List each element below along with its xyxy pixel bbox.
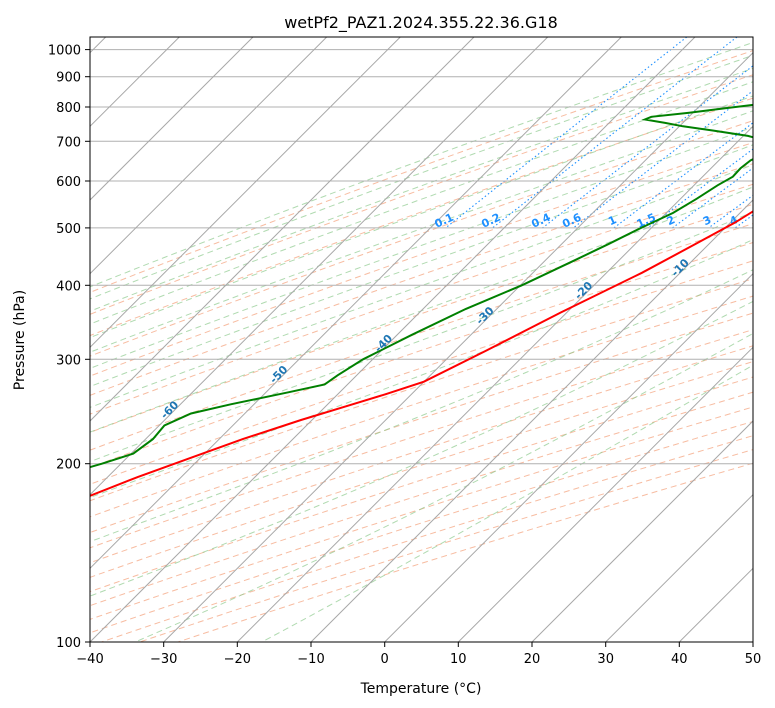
isotherm-line: [310, 199, 753, 642]
moist-adiabat-line: [90, 144, 753, 388]
dry-adiabat-line: [90, 312, 753, 534]
isotherm-line: [90, 37, 622, 570]
y-tick-label: 500: [56, 222, 81, 237]
moist-adiabat-line: [90, 239, 753, 499]
x-tick-label: 0: [381, 652, 389, 667]
y-axis: 100 200 300 400 500 600 700 800 900 1000: [48, 44, 90, 651]
x-tick-label: −10: [297, 652, 324, 667]
y-tick-label: 400: [56, 279, 81, 294]
y-tick-label: 800: [56, 101, 81, 116]
isotherm-line: [90, 37, 475, 422]
isotherm-line: [90, 37, 254, 201]
isotherms: [90, 37, 753, 642]
dry-adiabat-line: [90, 329, 753, 549]
x-tick-label: 40: [671, 652, 688, 667]
moist-adiabat-line: [90, 81, 753, 325]
isotherm-line: [90, 37, 328, 275]
profile-series: [90, 103, 753, 497]
isotherm-line: [384, 272, 753, 642]
isotherm-line: [457, 346, 753, 642]
y-tick-label: 900: [56, 71, 81, 86]
y-tick-label: 600: [56, 175, 81, 190]
x-tick-label: −20: [224, 652, 251, 667]
x-tick-label: 50: [745, 652, 762, 667]
dry-adiabat-line: [90, 391, 753, 607]
y-axis-title: Pressure (hPa): [12, 290, 28, 390]
x-tick-label: 30: [597, 652, 614, 667]
x-tick-label: 20: [524, 652, 541, 667]
isotherm-line: [531, 420, 753, 642]
mixing-ratio-line: [613, 122, 753, 229]
dry-adiabat-line: [90, 163, 753, 396]
dry-adiabat-line: [90, 183, 753, 415]
dry-adiabat-line: [90, 420, 753, 634]
mixing-ratio-line: [445, 37, 688, 229]
dry-adiabat-line: [90, 295, 753, 518]
isotherm-line: [90, 37, 401, 349]
x-tick-label: 10: [450, 652, 467, 667]
chart-title: wetPf2_PAZ1.2024.355.22.36.G18: [284, 13, 558, 33]
y-tick-label: 700: [56, 135, 81, 150]
isotherm-line: [163, 51, 753, 642]
temperature-profile-line: [90, 210, 753, 497]
x-axis: −40 −30 −20 −10 0 10 20 30 40 50: [76, 642, 761, 667]
dry-adiabat-line: [90, 406, 753, 620]
dry-adiabat-line: [90, 142, 753, 377]
isotherm-line: [90, 37, 696, 642]
moist-adiabat-line: [90, 126, 753, 369]
plot-frame: [89, 36, 754, 643]
isotherm-line: [90, 37, 549, 496]
y-tick-label: 1000: [48, 44, 81, 59]
mixing-ratio-line: [672, 167, 753, 229]
isotherm-line: [236, 125, 753, 642]
dry-adiabat-line: [90, 74, 753, 315]
y-tick-label: 200: [56, 458, 81, 473]
y-tick-label: 100: [56, 636, 81, 651]
x-tick-label: −40: [76, 652, 103, 667]
dry-adiabat-line: [90, 120, 753, 357]
mixing-ratio-lines: [445, 37, 753, 229]
x-tick-label: −30: [150, 652, 177, 667]
dry-adiabat-line: [90, 345, 753, 564]
mixing-ratio-line: [542, 65, 753, 229]
isotherm-line: [605, 493, 753, 642]
moist-adiabat-line: [90, 186, 753, 433]
dry-adiabat-line: [90, 97, 753, 337]
dewpoint-profile-line: [90, 103, 753, 469]
y-tick-label: 300: [56, 353, 81, 368]
moist-adiabat-line: [133, 332, 753, 642]
x-axis-title: Temperature (°C): [360, 681, 482, 697]
